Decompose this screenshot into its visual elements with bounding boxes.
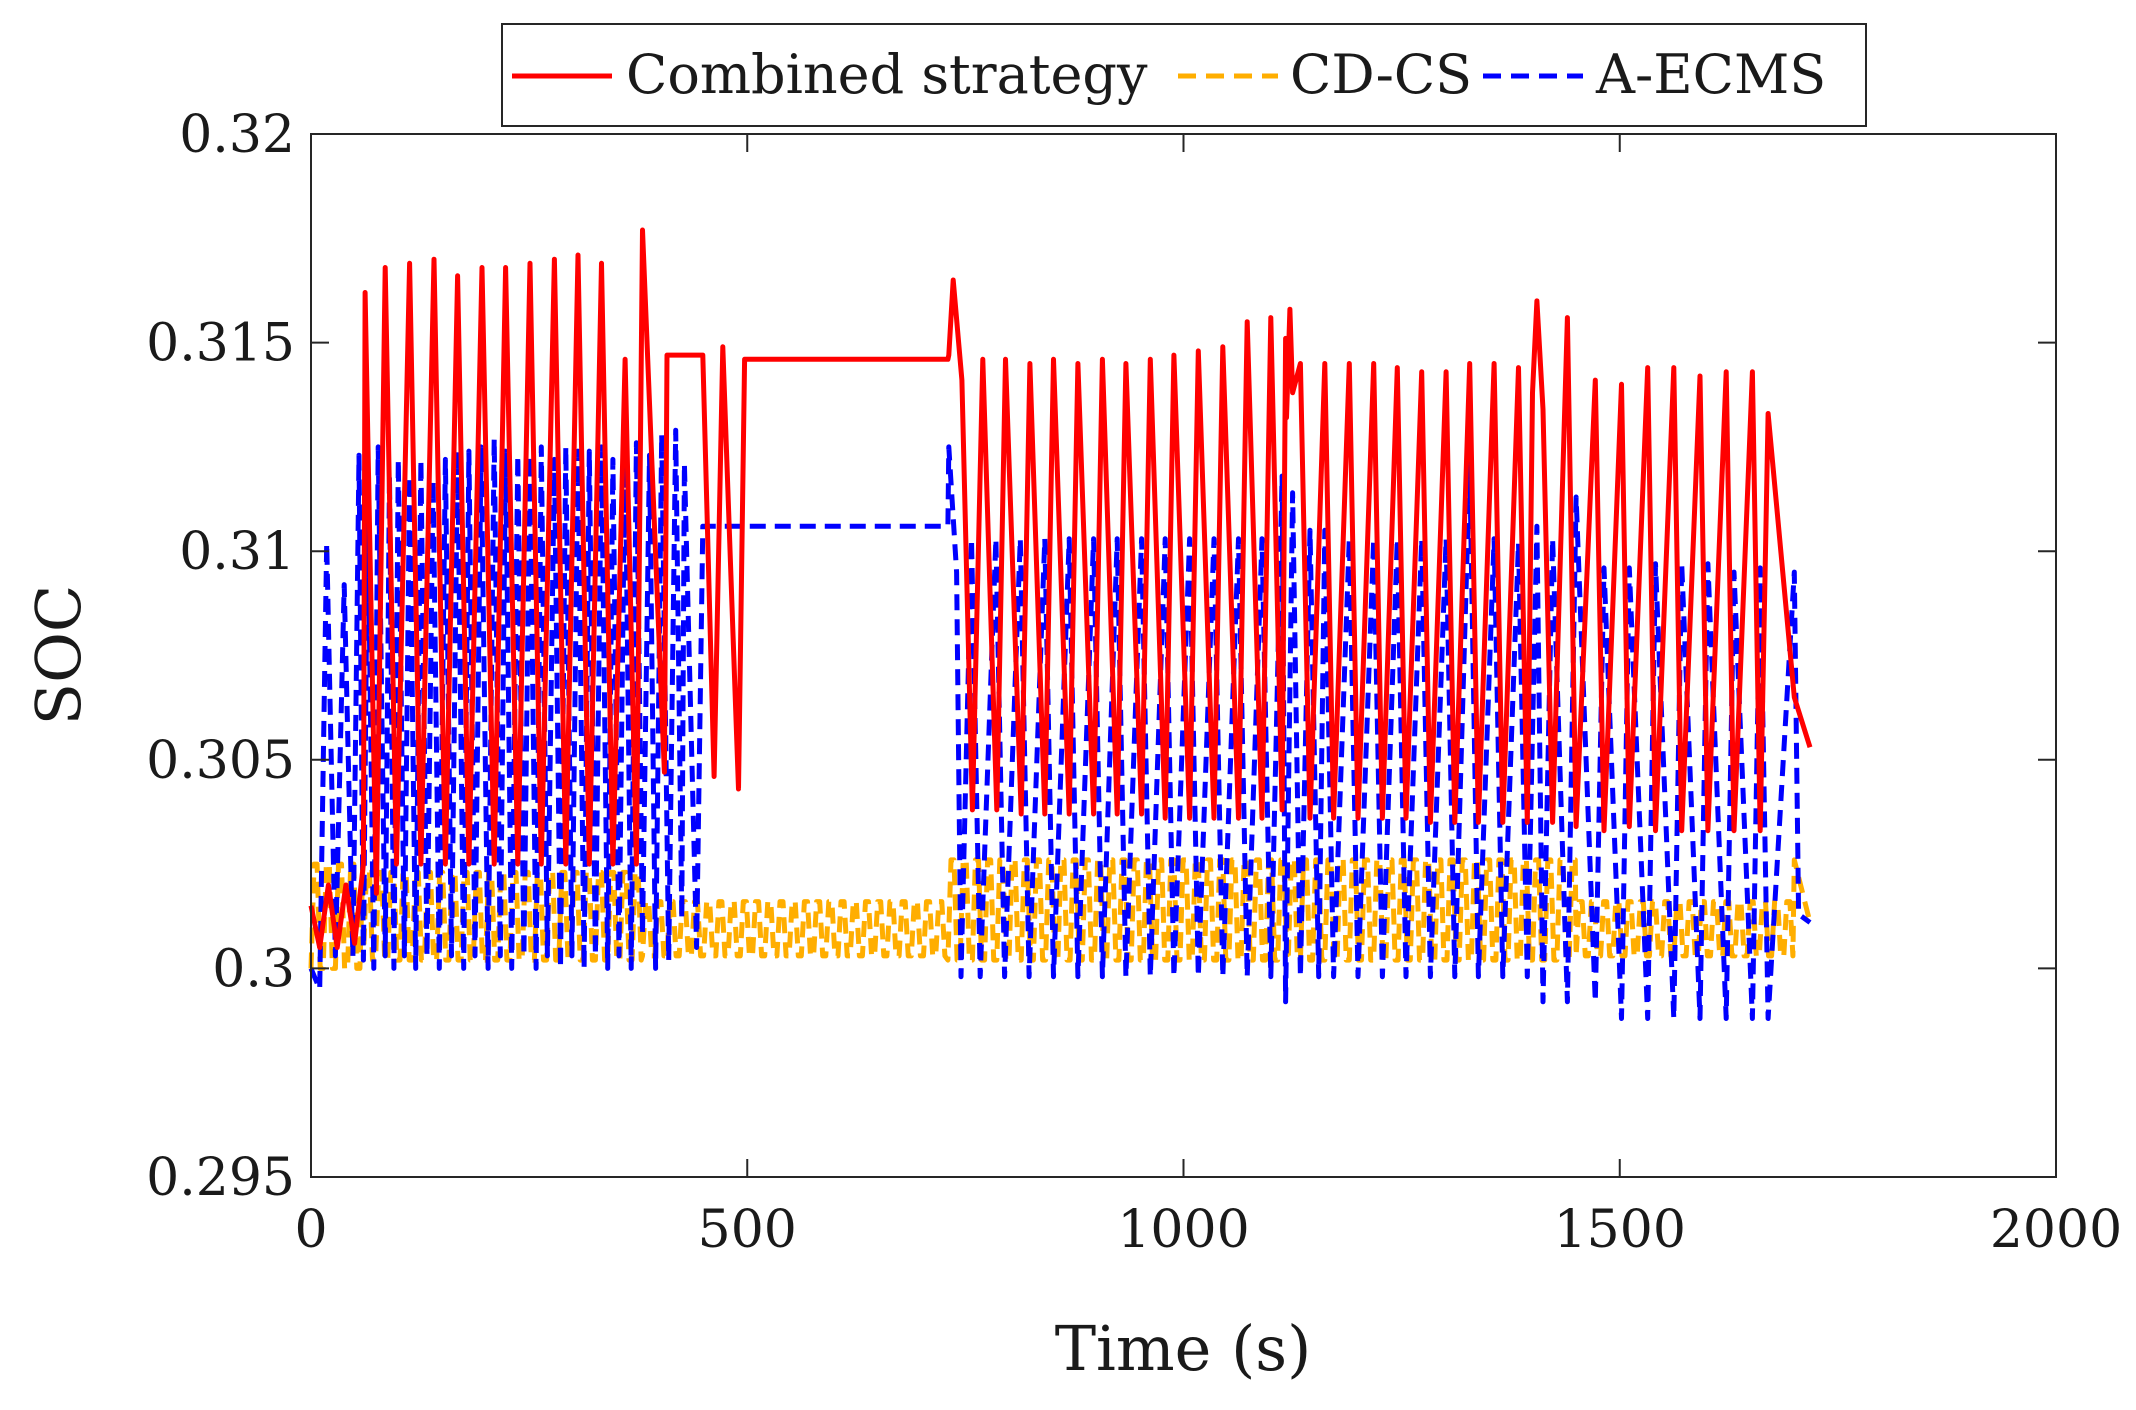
- labels-layer: 0 500 1000 1500 2000 0.295 0.3 0.305 0.31 0.315 0.…: [146, 105, 2122, 1260]
- x-axis-title: Time (s): [1055, 1312, 1312, 1385]
- legend: Combined strategy CD-CS A-ECMS: [501, 23, 1867, 127]
- y-tick-label: 0.295: [146, 1148, 295, 1208]
- plot-frame: [310, 133, 2057, 1178]
- x-tick-label: 1000: [1117, 1200, 1249, 1260]
- series-layer: [308, 227, 1813, 1021]
- x-tick-label: 2000: [1990, 1200, 2122, 1260]
- series-line-combined-strategy: [308, 227, 1813, 950]
- y-tick-label: 0.315: [146, 314, 295, 374]
- series-line-a-ecms: [308, 427, 1812, 1021]
- legend-label-cd-cs: CD-CS: [1290, 43, 1472, 106]
- legend-label-combined-strategy: Combined strategy: [626, 43, 1148, 106]
- x-tick-label: 500: [698, 1200, 797, 1260]
- x-tick-label: 0: [294, 1200, 327, 1260]
- y-tick-label: 0.32: [179, 105, 295, 165]
- y-tick-label: 0.3: [212, 939, 295, 999]
- x-tick-label: 1500: [1554, 1200, 1686, 1260]
- series-line-cd-cs: [308, 857, 1813, 971]
- y-tick-label: 0.305: [146, 731, 295, 791]
- y-tick-label: 0.31: [179, 522, 295, 582]
- legend-label-a-ecms: A-ECMS: [1595, 43, 1826, 106]
- y-axis-title: SOC: [22, 585, 95, 726]
